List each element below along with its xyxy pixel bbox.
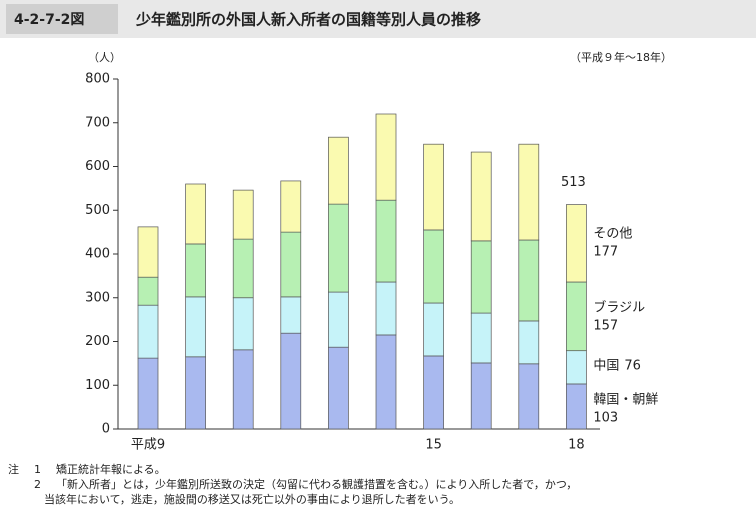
- y-tick-label: 300: [85, 290, 110, 305]
- bar-segment: [518, 239, 540, 322]
- note-text: 当該年において，逃走，施設間の移送又は死亡以外の事由により退所した者をいう。: [44, 492, 460, 506]
- bar-segment: [137, 304, 159, 359]
- bar-segment: [423, 355, 444, 430]
- bar-segment: [328, 291, 349, 348]
- y-label: （人）: [88, 51, 121, 64]
- bar-segment: [423, 143, 444, 231]
- series-value-label: 76: [624, 359, 641, 374]
- bar-segment: [470, 151, 492, 242]
- bar-segment: [423, 229, 444, 304]
- bar-segment: [518, 320, 540, 365]
- x-tick-label: 15: [425, 438, 442, 453]
- bar-segment: [232, 297, 254, 351]
- note-number: 2: [34, 478, 41, 491]
- bar-segment: [566, 204, 587, 283]
- bar-segment: [328, 203, 349, 293]
- bar-segment: [185, 183, 206, 245]
- y-tick-label: 500: [85, 203, 110, 218]
- bar-segment: [232, 349, 254, 430]
- y-tick-label: 100: [85, 378, 110, 393]
- bar-segment: [470, 362, 492, 430]
- header-band: [0, 0, 756, 38]
- series-value-label: 177: [593, 245, 618, 260]
- series-label: その他: [593, 227, 632, 242]
- y-tick-label: 400: [85, 247, 110, 262]
- series-value-label: 103: [593, 411, 618, 426]
- y-tick-label: 200: [85, 334, 110, 349]
- y-tick-label: 600: [85, 159, 110, 174]
- bar-segment: [185, 296, 206, 358]
- bar-segment: [566, 350, 587, 385]
- figure-no: 4-2-7-2図: [14, 12, 84, 28]
- y-tick-label: 0: [102, 422, 110, 437]
- note-number: 1: [34, 463, 41, 476]
- bar-segment: [470, 240, 492, 314]
- bar-segment: [375, 334, 397, 430]
- bar-segment: [423, 302, 444, 357]
- bar-segment: [518, 143, 540, 241]
- bar-segment: [137, 276, 159, 306]
- bar-segment: [280, 296, 302, 334]
- bar-segment: [280, 180, 302, 233]
- bar-segment: [280, 231, 302, 298]
- bar-segment: [328, 136, 349, 205]
- total-label: 513: [561, 175, 586, 190]
- bar-segment: [232, 238, 254, 299]
- x-tick-label: 平成9: [131, 438, 165, 453]
- bar-segment: [375, 199, 397, 283]
- bar-segment: [328, 346, 349, 430]
- title: 少年鑑別所の外国人新入所者の国籍等別人員の推移: [135, 11, 481, 29]
- series-label: ブラジル: [593, 300, 645, 316]
- series-value-label: 157: [593, 319, 618, 334]
- y-tick-label: 700: [85, 115, 110, 130]
- bar-segment: [470, 312, 492, 364]
- figure-no-box: [6, 4, 118, 34]
- note-text: 「新入所者」とは，少年鑑別所送致の決定（勾留に代わる観護措置を含む。）により入所…: [56, 477, 577, 491]
- note-text: 矯正統計年報による。: [56, 462, 166, 476]
- bar-segment: [137, 226, 159, 278]
- bar-segment: [232, 189, 254, 240]
- bar-segment: [518, 363, 540, 430]
- bar-segment: [566, 281, 587, 352]
- bar-segment: [185, 243, 206, 298]
- notes-label: 注: [8, 462, 19, 476]
- bar-segment: [566, 383, 587, 430]
- bar-segment: [375, 281, 397, 336]
- bar-segment: [375, 113, 397, 201]
- x-tick-label: 18: [568, 438, 585, 453]
- series-label: 中国: [593, 359, 619, 374]
- bar-segment: [137, 357, 159, 430]
- y-tick-label: 800: [85, 72, 110, 87]
- bar-segment: [280, 332, 302, 430]
- bar-segment: [185, 356, 206, 430]
- series-label: 韓国・朝鮮: [593, 393, 658, 408]
- period: （平成９年～18年）: [570, 50, 672, 64]
